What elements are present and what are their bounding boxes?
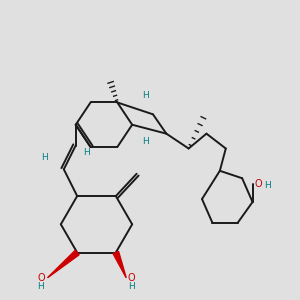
- Text: H: H: [83, 148, 89, 158]
- Text: O: O: [254, 179, 262, 189]
- Text: H: H: [264, 181, 271, 190]
- Text: H: H: [142, 91, 149, 100]
- Polygon shape: [113, 251, 126, 278]
- Polygon shape: [47, 250, 79, 278]
- Text: O: O: [128, 273, 135, 283]
- Text: H: H: [38, 282, 44, 291]
- Text: H: H: [41, 153, 48, 162]
- Text: H: H: [142, 136, 149, 146]
- Text: H: H: [128, 282, 135, 291]
- Text: O: O: [37, 273, 45, 283]
